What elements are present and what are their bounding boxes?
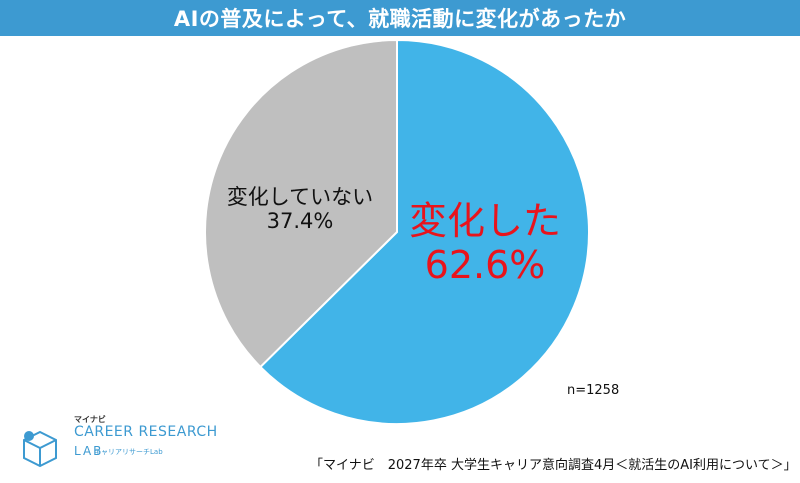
chart-title: AIの普及によって、就職活動に変化があったか <box>0 0 800 36</box>
pie-slice-changed <box>258 38 590 425</box>
cube-logo-icon <box>23 430 57 468</box>
pie-chart <box>204 38 590 425</box>
slice-value-unchanged: 37.4% <box>266 209 334 234</box>
slice-label-changed: 変化した 62.6% <box>395 199 575 287</box>
slice-label-unchanged: 変化していない 37.4% <box>205 185 395 233</box>
slice-category-changed: 変化した <box>408 199 561 243</box>
career-research-lab-logo: マイナビ CAREER RESEARCH LAB キャリアリサーチLab <box>20 414 217 470</box>
pie-slice-unchanged <box>204 38 398 369</box>
slice-value-changed: 62.6% <box>424 242 546 287</box>
logo-lab-text: LAB <box>74 444 104 458</box>
sample-size-note: n=1258 <box>567 383 620 398</box>
logo-main-text: CAREER RESEARCH <box>74 424 218 440</box>
logo-sub-text: キャリアリサーチLab <box>94 448 163 456</box>
source-note: 「マイナビ 2027年卒 大学生キャリア意向調査4月＜就活生のAI利用について＞… <box>310 458 797 473</box>
slice-category-unchanged: 変化していない <box>226 185 374 209</box>
logo-brand-text: マイナビ <box>74 415 106 424</box>
